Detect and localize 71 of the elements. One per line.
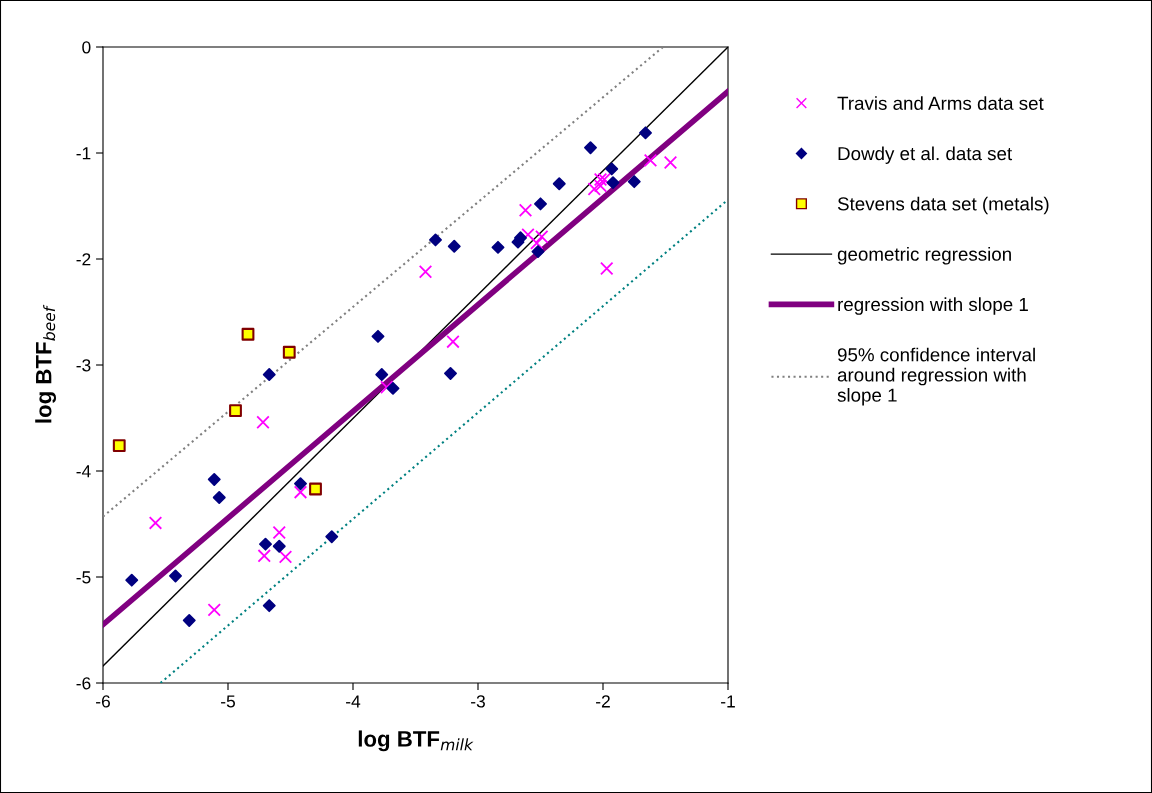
- x-tick-label: -6: [96, 695, 110, 708]
- y-axis-title: log BTF$_{beef}$: [35, 304, 57, 423]
- legend-label: 95% confidence interval around regression with slope 1: [837, 347, 1035, 406]
- point: [643, 153, 658, 168]
- point: [531, 245, 545, 259]
- point: [447, 239, 461, 253]
- point: [593, 172, 608, 187]
- point: [112, 439, 126, 452]
- point: [257, 549, 271, 563]
- point: [293, 485, 308, 499]
- point: [272, 539, 286, 553]
- point: [627, 175, 641, 189]
- point: [534, 197, 547, 211]
- point: [518, 203, 533, 217]
- y-tick-label: 0: [82, 41, 91, 54]
- x-axis-title: log BTF$_{milk}$: [358, 730, 474, 752]
- point: [639, 126, 652, 140]
- legend-label: regression with slope 1: [838, 297, 1028, 315]
- y-tick-label: -5: [76, 571, 91, 584]
- point: [600, 261, 614, 276]
- legend-label: Stevens data set (metals): [837, 196, 1049, 215]
- x-tick-label: -2: [596, 695, 610, 708]
- x-tick-label: -5: [221, 695, 235, 708]
- point: [207, 603, 221, 617]
- point: [229, 404, 242, 417]
- point: [241, 327, 255, 341]
- point: [169, 569, 182, 583]
- point: [294, 477, 307, 491]
- y-tick-label: -6: [76, 677, 91, 690]
- point: [530, 236, 544, 250]
- point: [182, 613, 196, 627]
- point: [256, 415, 270, 429]
- legend-label: Travis and Arms data set: [837, 96, 1044, 110]
- point: [278, 550, 293, 564]
- point: [663, 155, 678, 170]
- point: [386, 381, 400, 395]
- point: [444, 367, 457, 380]
- point: [207, 473, 221, 486]
- point: [148, 516, 163, 530]
- point: [491, 240, 505, 254]
- point: [325, 530, 339, 544]
- y-tick-label: -3: [76, 359, 91, 372]
- point: [371, 329, 385, 343]
- legend-label: geometric regression: [837, 247, 1011, 265]
- point: [212, 491, 226, 504]
- point: [584, 141, 597, 155]
- x-tick-label: -1: [721, 695, 735, 708]
- point: [272, 525, 286, 540]
- point: [262, 368, 276, 382]
- point: [446, 334, 460, 349]
- point: [380, 380, 394, 394]
- point: [605, 162, 619, 176]
- legend-label: Dowdy et al. data set: [838, 146, 1013, 164]
- point: [259, 537, 272, 551]
- x-tick-label: -3: [471, 695, 485, 708]
- point: [606, 176, 620, 190]
- point: [375, 368, 389, 382]
- point: [429, 233, 442, 247]
- point: [262, 599, 276, 613]
- point: [593, 179, 608, 193]
- point: [552, 177, 566, 191]
- point: [587, 182, 601, 196]
- point: [309, 482, 322, 496]
- y-tick-label: -2: [76, 253, 91, 266]
- point: [125, 573, 139, 587]
- point: [282, 345, 296, 359]
- y-tick-label: -4: [76, 465, 91, 478]
- x-tick-label: -4: [346, 695, 361, 708]
- y-tick-label: -1: [76, 147, 91, 160]
- point: [597, 172, 611, 187]
- point: [418, 265, 433, 279]
